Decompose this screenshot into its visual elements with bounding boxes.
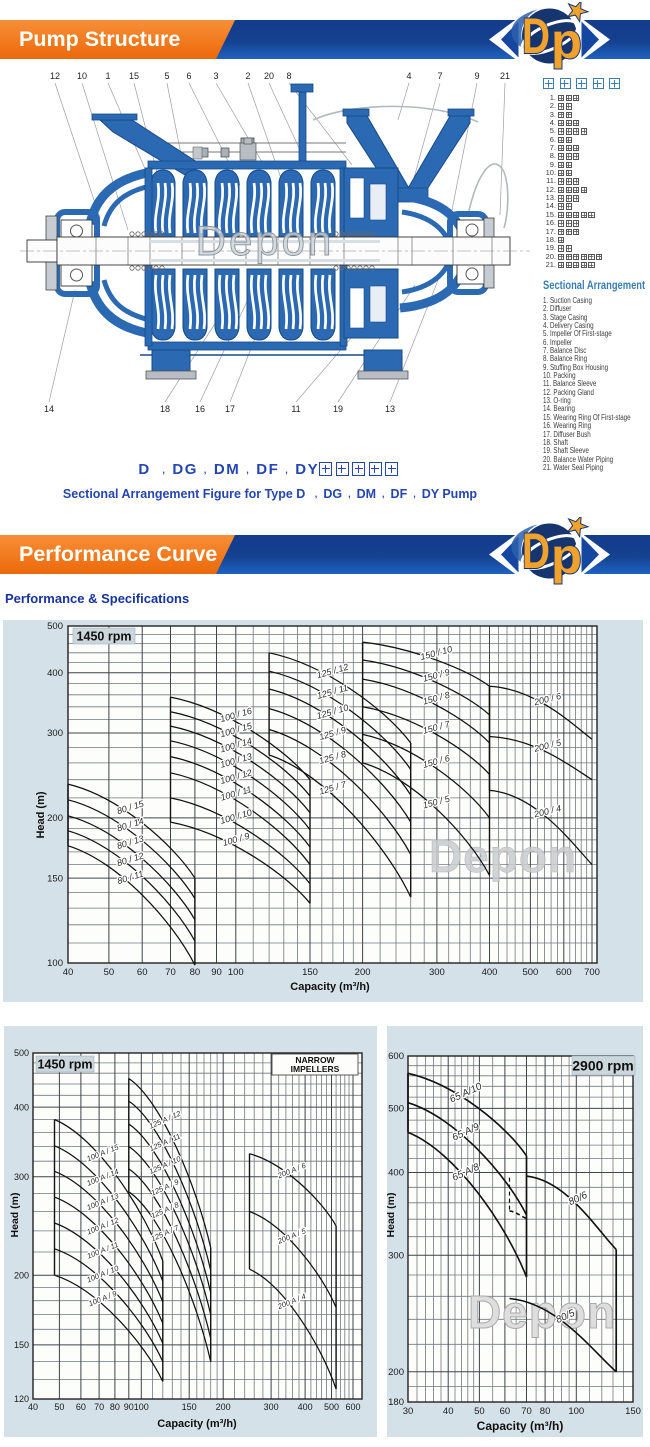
svg-text:600: 600 — [556, 967, 572, 978]
svg-text:8: 8 — [286, 71, 291, 81]
svg-text:500: 500 — [47, 621, 63, 632]
svg-text:40: 40 — [443, 1406, 454, 1417]
svg-text:4: 4 — [406, 71, 411, 81]
svg-text:500: 500 — [324, 1402, 339, 1412]
svg-text:9: 9 — [474, 71, 479, 81]
svg-text:10: 10 — [77, 71, 87, 81]
svg-text:3: 3 — [213, 71, 218, 81]
svg-text:Depon: Depon — [429, 830, 577, 882]
svg-text:Capacity (m³/h): Capacity (m³/h) — [157, 1418, 237, 1430]
svg-text:400: 400 — [482, 967, 498, 978]
svg-text:50: 50 — [474, 1406, 485, 1417]
svg-text:100: 100 — [228, 967, 244, 978]
svg-text:600: 600 — [388, 1051, 404, 1062]
svg-text:11: 11 — [291, 404, 300, 414]
svg-text:90: 90 — [124, 1402, 134, 1412]
svg-text:500: 500 — [522, 967, 538, 978]
svg-text:300: 300 — [47, 728, 63, 739]
svg-text:21: 21 — [500, 71, 510, 81]
svg-text:60: 60 — [76, 1402, 86, 1412]
svg-text:5: 5 — [164, 71, 169, 81]
svg-text:150: 150 — [625, 1406, 641, 1417]
svg-text:150: 150 — [182, 1402, 197, 1412]
svg-text:50: 50 — [104, 967, 115, 978]
svg-text:Depon: Depon — [196, 217, 335, 264]
svg-text:D: D — [522, 8, 550, 64]
svg-text:180: 180 — [388, 1397, 404, 1408]
svg-text:150: 150 — [47, 873, 63, 884]
svg-text:300: 300 — [14, 1172, 29, 1182]
svg-text:Depon: Depon — [468, 1286, 616, 1338]
svg-text:500: 500 — [388, 1104, 404, 1115]
svg-text:300: 300 — [429, 967, 445, 978]
svg-text:40: 40 — [28, 1402, 38, 1412]
svg-text:Head (m): Head (m) — [9, 1193, 21, 1238]
svg-text:400: 400 — [388, 1168, 404, 1179]
svg-text:IMPELLERS: IMPELLERS — [291, 1064, 340, 1074]
svg-text:400: 400 — [14, 1102, 29, 1112]
svg-text:700: 700 — [584, 967, 600, 978]
svg-text:Capacity (m³/h): Capacity (m³/h) — [477, 1419, 564, 1433]
svg-text:15: 15 — [129, 71, 139, 81]
svg-text:D: D — [522, 523, 550, 579]
svg-text:70: 70 — [165, 967, 176, 978]
svg-text:1450 rpm: 1450 rpm — [77, 630, 132, 644]
svg-text:100: 100 — [134, 1402, 149, 1412]
svg-text:600: 600 — [345, 1402, 360, 1412]
svg-text:70: 70 — [94, 1402, 104, 1412]
svg-text:200: 200 — [47, 813, 63, 824]
svg-text:70: 70 — [521, 1406, 532, 1417]
svg-text:300: 300 — [264, 1402, 279, 1412]
svg-text:17: 17 — [225, 404, 235, 414]
svg-text:60: 60 — [137, 967, 148, 978]
svg-text:2: 2 — [245, 71, 250, 81]
svg-text:1450 rpm: 1450 rpm — [38, 1058, 93, 1072]
svg-text:300: 300 — [388, 1250, 404, 1261]
svg-text:400: 400 — [47, 668, 63, 679]
svg-text:18: 18 — [160, 404, 170, 414]
svg-text:120: 120 — [14, 1394, 29, 1404]
svg-text:p: p — [551, 528, 582, 584]
svg-text:80: 80 — [110, 1402, 120, 1412]
svg-text:13: 13 — [385, 404, 395, 414]
svg-text:12: 12 — [50, 71, 60, 81]
svg-text:100: 100 — [47, 958, 63, 969]
svg-text:80: 80 — [540, 1406, 551, 1417]
svg-text:19: 19 — [333, 404, 343, 414]
svg-text:200: 200 — [216, 1402, 231, 1412]
svg-text:7: 7 — [437, 71, 442, 81]
svg-text:6: 6 — [186, 71, 191, 81]
svg-text:40: 40 — [63, 967, 74, 978]
svg-text:14: 14 — [44, 404, 54, 414]
svg-text:NARROW: NARROW — [295, 1055, 335, 1065]
svg-text:2900 rpm: 2900 rpm — [572, 1058, 633, 1074]
svg-text:100: 100 — [568, 1406, 584, 1417]
svg-text:400: 400 — [298, 1402, 313, 1412]
svg-text:150: 150 — [14, 1340, 29, 1350]
svg-text:200: 200 — [355, 967, 371, 978]
svg-text:500: 500 — [14, 1048, 29, 1058]
svg-text:90: 90 — [211, 967, 222, 978]
svg-text:16: 16 — [195, 404, 205, 414]
svg-text:1: 1 — [105, 71, 110, 81]
svg-text:200: 200 — [388, 1367, 404, 1378]
svg-text:50: 50 — [54, 1402, 64, 1412]
svg-text:30: 30 — [403, 1406, 414, 1417]
svg-text:Head (m): Head (m) — [387, 1193, 397, 1238]
svg-text:Capacity (m³/h): Capacity (m³/h) — [290, 981, 370, 993]
svg-text:80: 80 — [190, 967, 201, 978]
svg-text:20: 20 — [264, 71, 274, 81]
svg-text:Head (m): Head (m) — [35, 791, 47, 838]
svg-text:p: p — [551, 13, 582, 69]
svg-text:150: 150 — [302, 967, 318, 978]
svg-text:60: 60 — [500, 1406, 511, 1417]
svg-text:200: 200 — [14, 1270, 29, 1280]
